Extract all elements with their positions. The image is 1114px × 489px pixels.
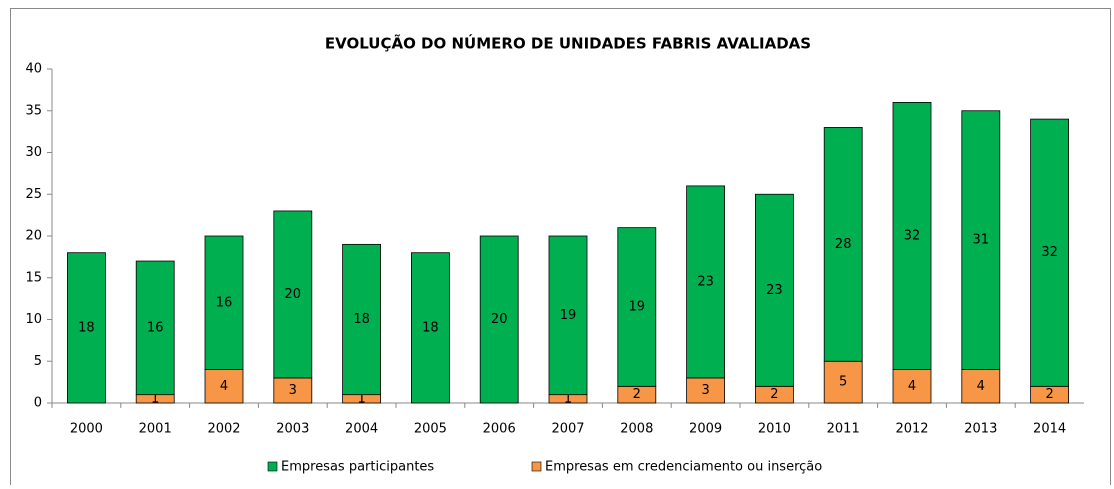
data-label: 32 [1041,245,1058,260]
data-label: 1 [357,391,365,406]
x-tick-label: 2001 [139,422,172,437]
x-tick-label: 2005 [414,422,447,437]
bar-segment [204,235,244,371]
bar-segment [961,110,1001,371]
y-tick-label: 15 [25,270,42,285]
x-tick-label: 2003 [276,422,309,437]
legend-swatch [531,461,542,472]
data-label: 4 [977,379,985,394]
legend-label: Empresas em credenciamento ou inserção [545,460,822,475]
data-label: 2 [770,387,778,402]
x-tick-label: 2012 [895,422,928,437]
bar-segment [686,185,725,379]
data-label: 3 [289,383,297,398]
bar-segment [410,252,450,404]
data-label: 32 [904,229,921,244]
bar-segment [892,102,932,371]
bar-segment [892,369,932,404]
data-label: 1 [151,391,159,406]
x-tick-label: 2008 [620,422,653,437]
data-label: 23 [697,274,714,289]
data-label: 3 [701,383,709,398]
x-tick-label: 2014 [1033,422,1066,437]
y-tick-label: 10 [25,312,42,327]
x-tick-label: 2013 [964,422,997,437]
data-label: 4 [908,379,916,394]
x-tick-label: 2002 [207,422,240,437]
bar-segment [823,360,863,404]
x-tick-label: 2011 [827,422,860,437]
bar-segment [823,127,863,362]
legend-label: Empresas participantes [281,460,434,475]
data-label: 20 [285,287,302,302]
bar-segment [204,369,244,404]
bar-segment [135,260,175,396]
data-label: 16 [216,295,233,310]
data-label: 2 [633,387,641,402]
x-tick-label: 2000 [70,422,103,437]
y-tick-label: 0 [34,396,42,411]
data-label: 28 [835,237,852,252]
bar-segment [342,243,382,396]
y-tick-label: 35 [25,103,42,118]
data-label: 1 [564,391,572,406]
x-tick-label: 2009 [689,422,722,437]
data-label: 18 [353,312,370,327]
x-tick-label: 2006 [483,422,516,437]
bar-segment [686,377,725,404]
data-label: 16 [147,320,164,335]
data-label: 19 [560,308,577,323]
chart-title: EVOLUÇÃO DO NÚMERO DE UNIDADES FABRIS AV… [325,34,811,53]
bar-segment [755,193,794,387]
data-label: 31 [973,233,990,248]
bar-segment [548,235,588,396]
data-label: 20 [491,312,508,327]
bar-segment [961,369,1001,404]
x-tick-label: 2007 [551,422,584,437]
y-tick-label: 5 [34,354,42,369]
bar-segment [1030,118,1069,387]
data-label: 18 [422,320,439,335]
data-label: 5 [839,375,847,390]
y-tick-label: 20 [25,229,42,244]
y-tick-label: 30 [25,145,42,160]
bar-segment [617,227,657,387]
bar-segment [67,252,106,404]
legend-swatch [267,461,278,472]
data-label: 18 [78,320,95,335]
y-tick-label: 40 [25,62,42,77]
bar-segment [273,377,313,404]
x-tick-label: 2004 [345,422,378,437]
data-label: 23 [766,283,783,298]
x-tick-label: 2010 [758,422,791,437]
bar-segment [479,235,519,404]
data-label: 4 [220,379,228,394]
data-label: 2 [1045,387,1053,402]
data-label: 19 [629,299,646,314]
y-tick-label: 25 [25,187,42,202]
bar-segment [273,210,313,379]
